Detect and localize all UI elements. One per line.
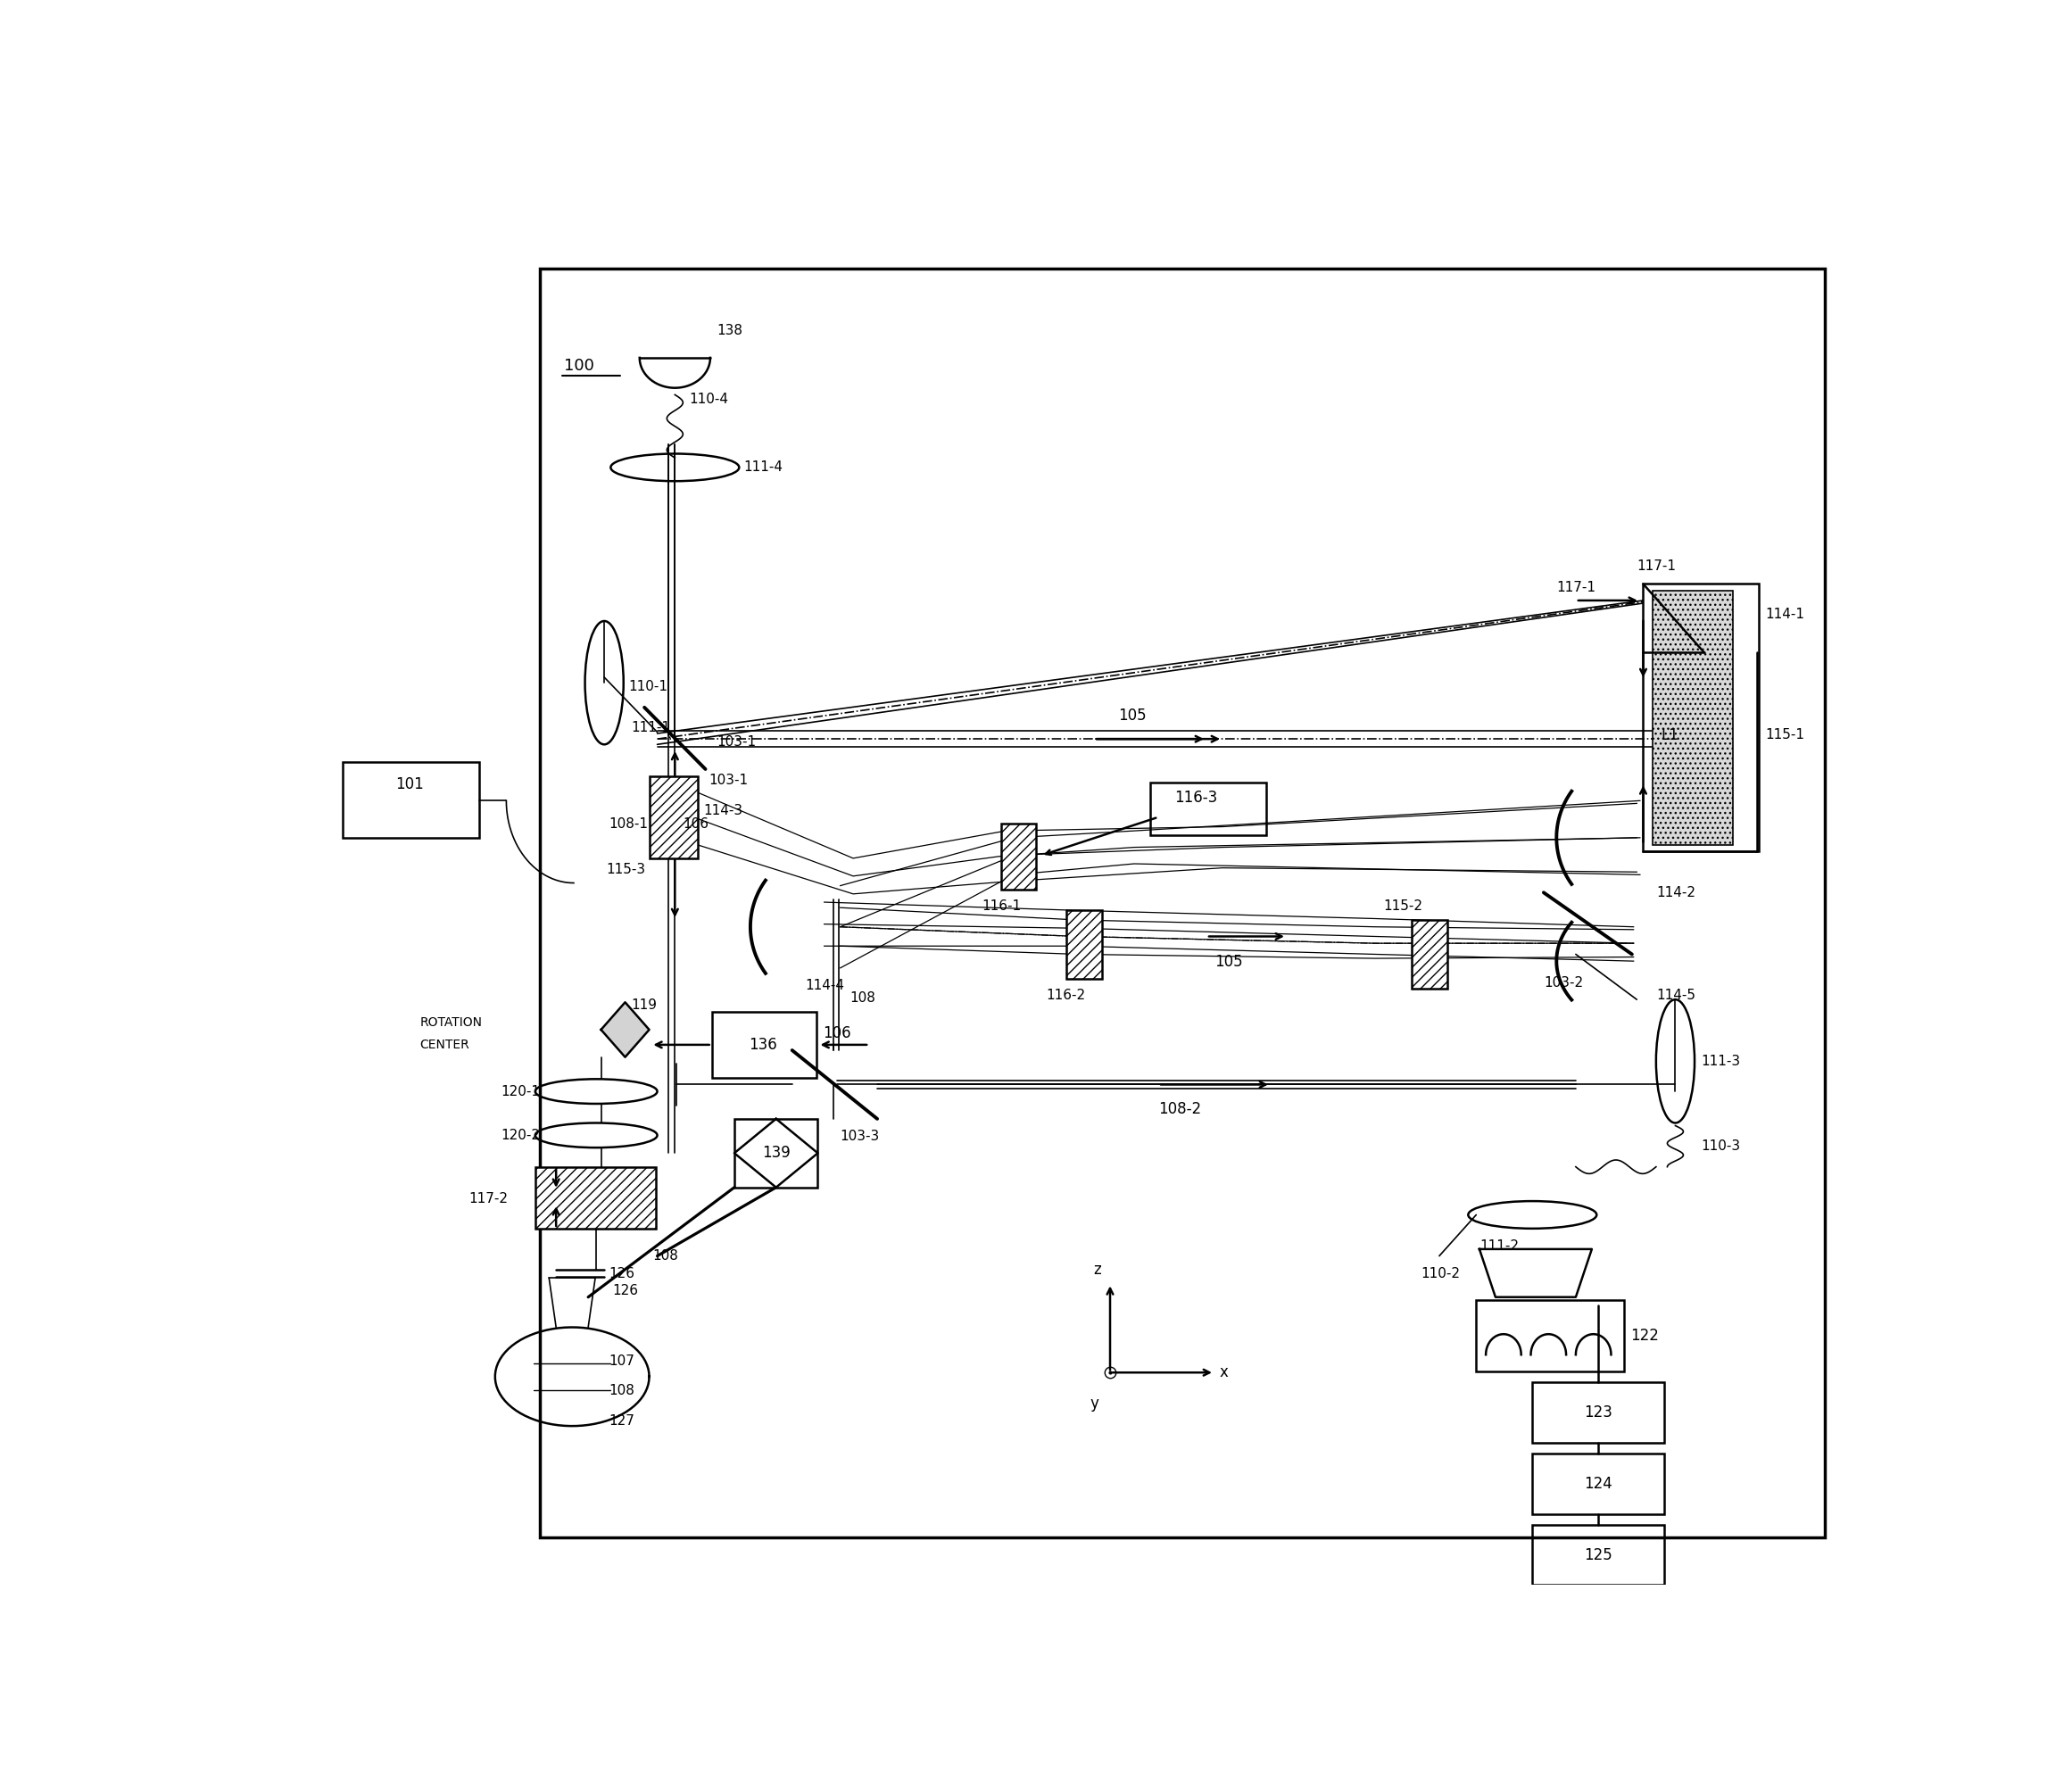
Bar — [541, 269, 1825, 1537]
Text: 103-1: 103-1 — [709, 773, 748, 787]
Text: 114-3: 114-3 — [704, 803, 744, 817]
Text: 100: 100 — [564, 358, 595, 374]
Text: 106: 106 — [684, 817, 709, 830]
Text: 111-4: 111-4 — [744, 461, 783, 474]
Bar — [342, 762, 479, 837]
Text: 138: 138 — [717, 324, 742, 337]
Text: 124: 124 — [1585, 1476, 1612, 1492]
Text: 139: 139 — [762, 1145, 789, 1161]
Text: 119: 119 — [632, 997, 657, 1012]
Text: 126: 126 — [609, 1266, 634, 1281]
Bar — [649, 777, 698, 858]
Bar — [1653, 591, 1732, 844]
Text: z: z — [1094, 1263, 1100, 1279]
Bar — [535, 1167, 655, 1229]
Text: 108: 108 — [850, 992, 876, 1004]
Text: 123: 123 — [1583, 1403, 1612, 1419]
Text: 108-2: 108-2 — [1158, 1101, 1202, 1117]
Polygon shape — [601, 1003, 649, 1058]
Text: 110-3: 110-3 — [1701, 1140, 1740, 1152]
Bar — [1643, 584, 1759, 851]
Text: 111-2: 111-2 — [1479, 1240, 1519, 1252]
Text: 110-1: 110-1 — [628, 680, 667, 693]
Text: 117-1: 117-1 — [1556, 581, 1595, 595]
Bar — [1150, 784, 1266, 835]
Text: 122: 122 — [1631, 1327, 1660, 1343]
Text: 105: 105 — [1119, 707, 1146, 723]
Bar — [1001, 825, 1036, 890]
Text: 116-2: 116-2 — [1046, 988, 1086, 1003]
Text: L1: L1 — [1662, 727, 1678, 743]
Text: 107: 107 — [609, 1355, 634, 1368]
Bar — [1533, 1525, 1664, 1585]
Text: 111-1: 111-1 — [632, 721, 671, 736]
Text: 127: 127 — [609, 1414, 634, 1427]
Bar — [1475, 1300, 1624, 1371]
Text: 110-4: 110-4 — [690, 392, 729, 406]
Text: 110-2: 110-2 — [1421, 1266, 1461, 1281]
Text: 114-4: 114-4 — [806, 980, 843, 992]
Text: 103-1: 103-1 — [717, 736, 756, 748]
Text: 115-3: 115-3 — [605, 862, 644, 876]
Text: CENTER: CENTER — [419, 1038, 470, 1051]
Text: 125: 125 — [1585, 1548, 1612, 1564]
Text: 117-1: 117-1 — [1637, 559, 1676, 573]
Bar — [1533, 1382, 1664, 1443]
Text: 105: 105 — [1214, 955, 1243, 971]
Text: 108: 108 — [653, 1248, 678, 1263]
Text: 111-3: 111-3 — [1701, 1054, 1740, 1069]
Text: 114-2: 114-2 — [1656, 885, 1695, 899]
Text: y: y — [1090, 1396, 1098, 1412]
Text: 126: 126 — [613, 1284, 638, 1297]
Text: 115-1: 115-1 — [1765, 728, 1805, 741]
Polygon shape — [733, 1118, 818, 1188]
Bar — [1067, 910, 1102, 980]
Text: 108-1: 108-1 — [609, 817, 649, 830]
Text: ROTATION: ROTATION — [419, 1017, 483, 1029]
Text: 106: 106 — [823, 1026, 852, 1042]
Text: 136: 136 — [750, 1037, 777, 1053]
Text: 101: 101 — [396, 777, 425, 793]
Bar — [1411, 921, 1446, 988]
Text: 115-2: 115-2 — [1384, 899, 1421, 914]
Text: 116-3: 116-3 — [1175, 789, 1218, 805]
Text: 117-2: 117-2 — [468, 1191, 508, 1206]
Text: 120-1: 120-1 — [501, 1085, 541, 1099]
Text: 120-2: 120-2 — [501, 1129, 541, 1142]
Text: 103-3: 103-3 — [841, 1129, 881, 1143]
Bar — [1533, 1453, 1664, 1514]
Text: 103-2: 103-2 — [1544, 976, 1583, 990]
Bar — [733, 1118, 818, 1188]
Text: 114-1: 114-1 — [1765, 607, 1805, 622]
Text: 108: 108 — [609, 1384, 634, 1396]
Bar — [713, 1012, 816, 1078]
Text: 116-1: 116-1 — [982, 899, 1021, 914]
Text: 114-5: 114-5 — [1656, 988, 1695, 1003]
Text: x: x — [1218, 1364, 1229, 1380]
